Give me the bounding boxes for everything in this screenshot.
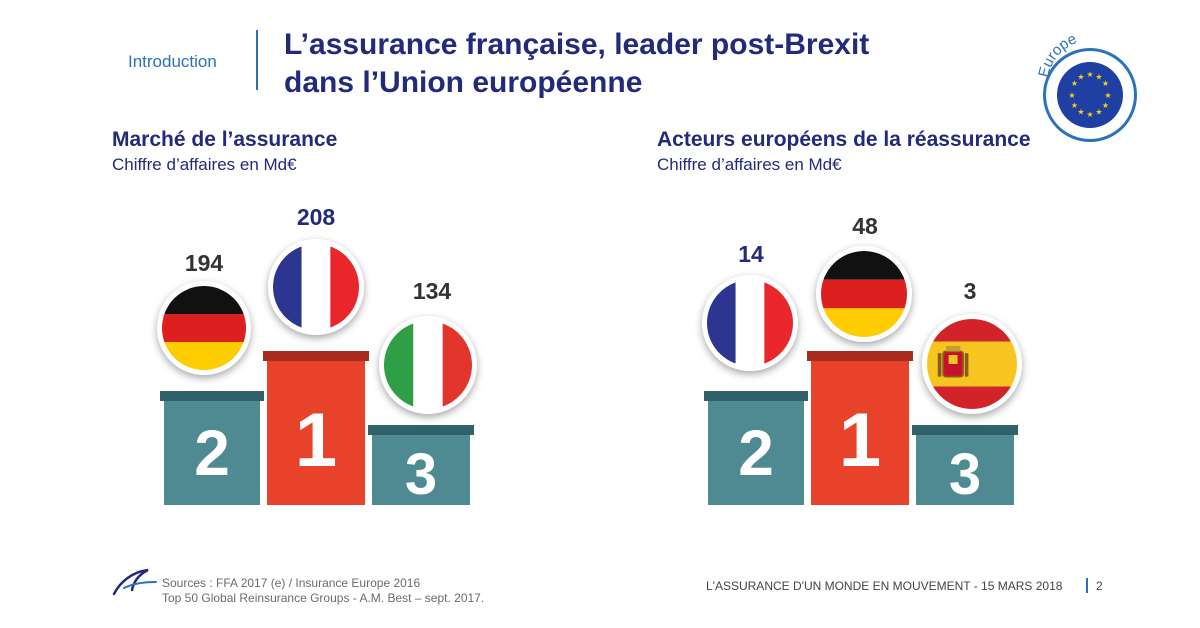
svg-text:★: ★: [1095, 73, 1102, 82]
page-title-line-2: dans l’Union européenne: [284, 66, 643, 99]
footer-divider: [1086, 578, 1088, 593]
panel-2-subtitle: Chiffre d’affaires en Md€: [657, 155, 842, 174]
podium-1-rank: 1: [267, 361, 365, 505]
podium-3-rank: 3: [372, 435, 470, 507]
svg-text:★: ★: [1068, 91, 1075, 100]
section-label: Introduction: [128, 52, 217, 71]
svg-text:★: ★: [1077, 73, 1084, 82]
italy-flag-icon: [379, 316, 477, 414]
podium-1-top: [807, 351, 913, 361]
page-title-line-1: L’assurance française, leader post-Brexi…: [284, 28, 870, 61]
podium-1-top: [263, 351, 369, 361]
svg-text:★: ★: [1077, 108, 1084, 117]
page-title: L’assurance française, leader post-Brexi…: [284, 26, 869, 102]
svg-text:★: ★: [1071, 79, 1078, 88]
footer-source-line-1: Sources : FFA 2017 (e) / Insurance Europ…: [162, 576, 421, 590]
title-divider: [256, 30, 258, 90]
germany-flag-icon: [816, 246, 912, 342]
podium-2-rank: 2: [708, 401, 804, 505]
footer-sources: Sources : FFA 2017 (e) / Insurance Europ…: [162, 576, 484, 606]
svg-text:★: ★: [1102, 79, 1109, 88]
value-italy: 134: [412, 278, 452, 304]
europe-badge: ★ ★ ★ ★ ★ ★ ★ ★ ★ ★ ★ ★: [1043, 48, 1137, 142]
svg-text:★: ★: [1086, 110, 1093, 119]
france-flag-icon: [702, 275, 798, 371]
podium-3-top: [368, 425, 474, 435]
svg-text:★: ★: [1102, 101, 1109, 110]
eu-stars-icon: ★ ★ ★ ★ ★ ★ ★ ★ ★ ★ ★ ★: [1057, 62, 1123, 128]
value-spain: 3: [963, 278, 977, 304]
podium-3-rank: 3: [916, 435, 1014, 507]
svg-text:★: ★: [1095, 108, 1102, 117]
value-germany: 48: [852, 213, 878, 239]
svg-text:Europe: Europe: [1035, 30, 1079, 79]
europe-badge-label: Europe: [1035, 30, 1079, 79]
panel-2-title: Acteurs européens de la réassurance: [657, 128, 1031, 151]
page-number: 2: [1096, 579, 1103, 593]
germany-flag-icon: [157, 281, 251, 375]
panel-1-title: Marché de l’assurance: [112, 128, 338, 151]
podium-2-top: [704, 391, 808, 401]
podium-3-top: [912, 425, 1018, 435]
podium-2-top: [160, 391, 264, 401]
footer-source-line-2: Top 50 Global Reinsurance Groups - A.M. …: [162, 591, 485, 605]
logo-icon: [112, 568, 157, 596]
panel-1-subtitle: Chiffre d’affaires en Md€: [112, 155, 297, 174]
value-germany: 194: [184, 250, 224, 276]
svg-text:★: ★: [1104, 91, 1111, 100]
svg-text:★: ★: [1071, 101, 1078, 110]
podium-2-rank: 2: [164, 401, 260, 505]
footer-event: L'ASSURANCE D'UN MONDE EN MOUVEMENT - 15…: [706, 579, 1063, 593]
svg-text:★: ★: [1086, 70, 1093, 79]
france-flag-icon: [268, 239, 364, 335]
value-france: 208: [296, 204, 336, 230]
podium-1-rank: 1: [811, 361, 909, 505]
spain-flag-icon: [922, 314, 1022, 414]
value-france: 14: [738, 241, 764, 267]
